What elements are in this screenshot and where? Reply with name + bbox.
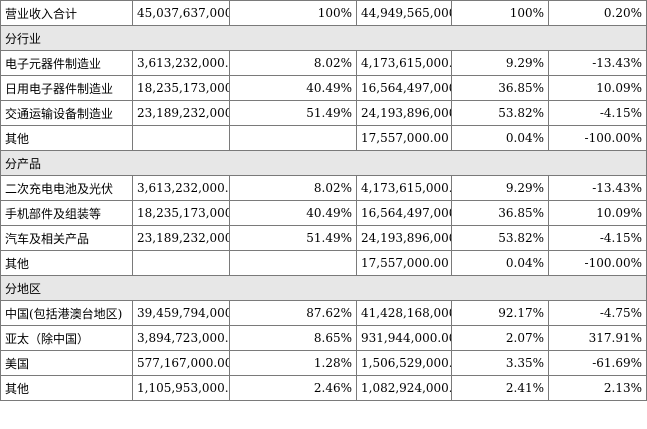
amount-prior-cell: 44,949,565,000.00 — [356, 0, 452, 26]
ratio-current-cell: 40.49% — [229, 200, 357, 226]
section-header-row: 分地区 — [0, 275, 647, 301]
amount-current-cell: 3,894,723,000.00 — [132, 325, 230, 351]
table-row: 其他 17,557,000.00 0.04% -100.00% — [0, 250, 647, 276]
ratio-prior-cell: 92.17% — [451, 300, 549, 326]
section-header-row: 分行业 — [0, 25, 647, 51]
amount-prior-cell: 41,428,168,000.00 — [356, 300, 452, 326]
change-cell: 10.09% — [548, 200, 647, 226]
ratio-current-cell: 40.49% — [229, 75, 357, 101]
amount-current-cell: 39,459,794,000.00 — [132, 300, 230, 326]
table-row: 其他 17,557,000.00 0.04% -100.00% — [0, 125, 647, 151]
table-row: 电子元器件制造业3,613,232,000.008.02%4,173,615,0… — [0, 50, 647, 76]
row-name-cell: 其他 — [0, 375, 133, 401]
section-header-row: 分产品 — [0, 150, 647, 176]
section-label: 分产品 — [0, 150, 647, 176]
ratio-current-cell: 51.49% — [229, 100, 357, 126]
section-label: 分地区 — [0, 275, 647, 301]
ratio-current-cell: 100% — [229, 0, 357, 26]
table-row: 汽车及相关产品23,189,232,000.0051.49%24,193,896… — [0, 225, 647, 251]
change-cell: -4.15% — [548, 100, 647, 126]
amount-current-cell: 577,167,000.00 — [132, 350, 230, 376]
section-label: 分行业 — [0, 25, 647, 51]
amount-current-cell — [132, 125, 230, 151]
amount-current-cell: 18,235,173,000.00 — [132, 75, 230, 101]
change-cell: -13.43% — [548, 175, 647, 201]
row-name-cell: 交通运输设备制造业 — [0, 100, 133, 126]
table-row: 日用电子器件制造业18,235,173,000.0040.49%16,564,4… — [0, 75, 647, 101]
table-row: 二次充电电池及光伏3,613,232,000.008.02%4,173,615,… — [0, 175, 647, 201]
ratio-prior-cell: 2.07% — [451, 325, 549, 351]
ratio-current-cell: 51.49% — [229, 225, 357, 251]
table-row: 交通运输设备制造业23,189,232,000.0051.49%24,193,8… — [0, 100, 647, 126]
amount-prior-cell: 16,564,497,000.00 — [356, 200, 452, 226]
change-cell: 10.09% — [548, 75, 647, 101]
row-name-cell: 汽车及相关产品 — [0, 225, 133, 251]
ratio-prior-cell: 9.29% — [451, 175, 549, 201]
ratio-prior-cell: 2.41% — [451, 375, 549, 401]
ratio-prior-cell: 53.82% — [451, 100, 549, 126]
ratio-current-cell: 8.65% — [229, 325, 357, 351]
change-cell: 317.91% — [548, 325, 647, 351]
amount-current-cell — [132, 250, 230, 276]
change-cell: -4.75% — [548, 300, 647, 326]
ratio-current-cell — [229, 250, 357, 276]
ratio-current-cell: 1.28% — [229, 350, 357, 376]
row-name-cell: 二次充电电池及光伏 — [0, 175, 133, 201]
ratio-current-cell: 8.02% — [229, 175, 357, 201]
ratio-prior-cell: 0.04% — [451, 125, 549, 151]
amount-current-cell: 23,189,232,000.00 — [132, 225, 230, 251]
amount-prior-cell: 24,193,896,000.00 — [356, 225, 452, 251]
change-cell: -4.15% — [548, 225, 647, 251]
table-row: 亚太（除中国）3,894,723,000.008.65%931,944,000.… — [0, 325, 647, 351]
amount-prior-cell: 1,082,924,000.00 — [356, 375, 452, 401]
amount-current-cell: 3,613,232,000.00 — [132, 50, 230, 76]
amount-prior-cell: 4,173,615,000.00 — [356, 175, 452, 201]
amount-current-cell: 3,613,232,000.00 — [132, 175, 230, 201]
row-name-cell: 日用电子器件制造业 — [0, 75, 133, 101]
row-name-cell: 其他 — [0, 125, 133, 151]
ratio-prior-cell: 36.85% — [451, 200, 549, 226]
table-row: 手机部件及组装等18,235,173,000.0040.49%16,564,49… — [0, 200, 647, 226]
change-cell: -61.69% — [548, 350, 647, 376]
amount-prior-cell: 16,564,497,000.00 — [356, 75, 452, 101]
amount-prior-cell: 4,173,615,000.00 — [356, 50, 452, 76]
amount-prior-cell: 1,506,529,000.00 — [356, 350, 452, 376]
table-row: 营业收入合计45,037,637,000.00100%44,949,565,00… — [0, 0, 647, 26]
change-cell: -100.00% — [548, 125, 647, 151]
change-cell: 0.20% — [548, 0, 647, 26]
amount-current-cell: 1,105,953,000.00 — [132, 375, 230, 401]
ratio-prior-cell: 9.29% — [451, 50, 549, 76]
ratio-prior-cell: 36.85% — [451, 75, 549, 101]
row-name-cell: 其他 — [0, 250, 133, 276]
ratio-prior-cell: 0.04% — [451, 250, 549, 276]
amount-prior-cell: 17,557,000.00 — [356, 125, 452, 151]
table-row: 美国577,167,000.001.28%1,506,529,000.003.3… — [0, 350, 647, 376]
row-name-cell: 电子元器件制造业 — [0, 50, 133, 76]
change-cell: -13.43% — [548, 50, 647, 76]
row-name-cell: 中国(包括港澳台地区) — [0, 300, 133, 326]
amount-prior-cell: 24,193,896,000.00 — [356, 100, 452, 126]
table-body: 营业收入合计45,037,637,000.00100%44,949,565,00… — [0, 0, 647, 401]
ratio-current-cell: 2.46% — [229, 375, 357, 401]
table-row: 其他1,105,953,000.002.46%1,082,924,000.002… — [0, 375, 647, 401]
amount-prior-cell: 17,557,000.00 — [356, 250, 452, 276]
row-name-cell: 美国 — [0, 350, 133, 376]
change-cell: 2.13% — [548, 375, 647, 401]
ratio-current-cell — [229, 125, 357, 151]
ratio-prior-cell: 3.35% — [451, 350, 549, 376]
row-name-cell: 营业收入合计 — [0, 0, 133, 26]
change-cell: -100.00% — [548, 250, 647, 276]
row-name-cell: 亚太（除中国） — [0, 325, 133, 351]
row-name-cell: 手机部件及组装等 — [0, 200, 133, 226]
ratio-current-cell: 8.02% — [229, 50, 357, 76]
ratio-current-cell: 87.62% — [229, 300, 357, 326]
amount-current-cell: 18,235,173,000.00 — [132, 200, 230, 226]
table-row: 中国(包括港澳台地区)39,459,794,000.0087.62%41,428… — [0, 300, 647, 326]
ratio-prior-cell: 100% — [451, 0, 549, 26]
revenue-breakdown-table: 营业收入合计45,037,637,000.00100%44,949,565,00… — [0, 0, 647, 401]
amount-current-cell: 45,037,637,000.00 — [132, 0, 230, 26]
ratio-prior-cell: 53.82% — [451, 225, 549, 251]
amount-current-cell: 23,189,232,000.00 — [132, 100, 230, 126]
amount-prior-cell: 931,944,000.00 — [356, 325, 452, 351]
